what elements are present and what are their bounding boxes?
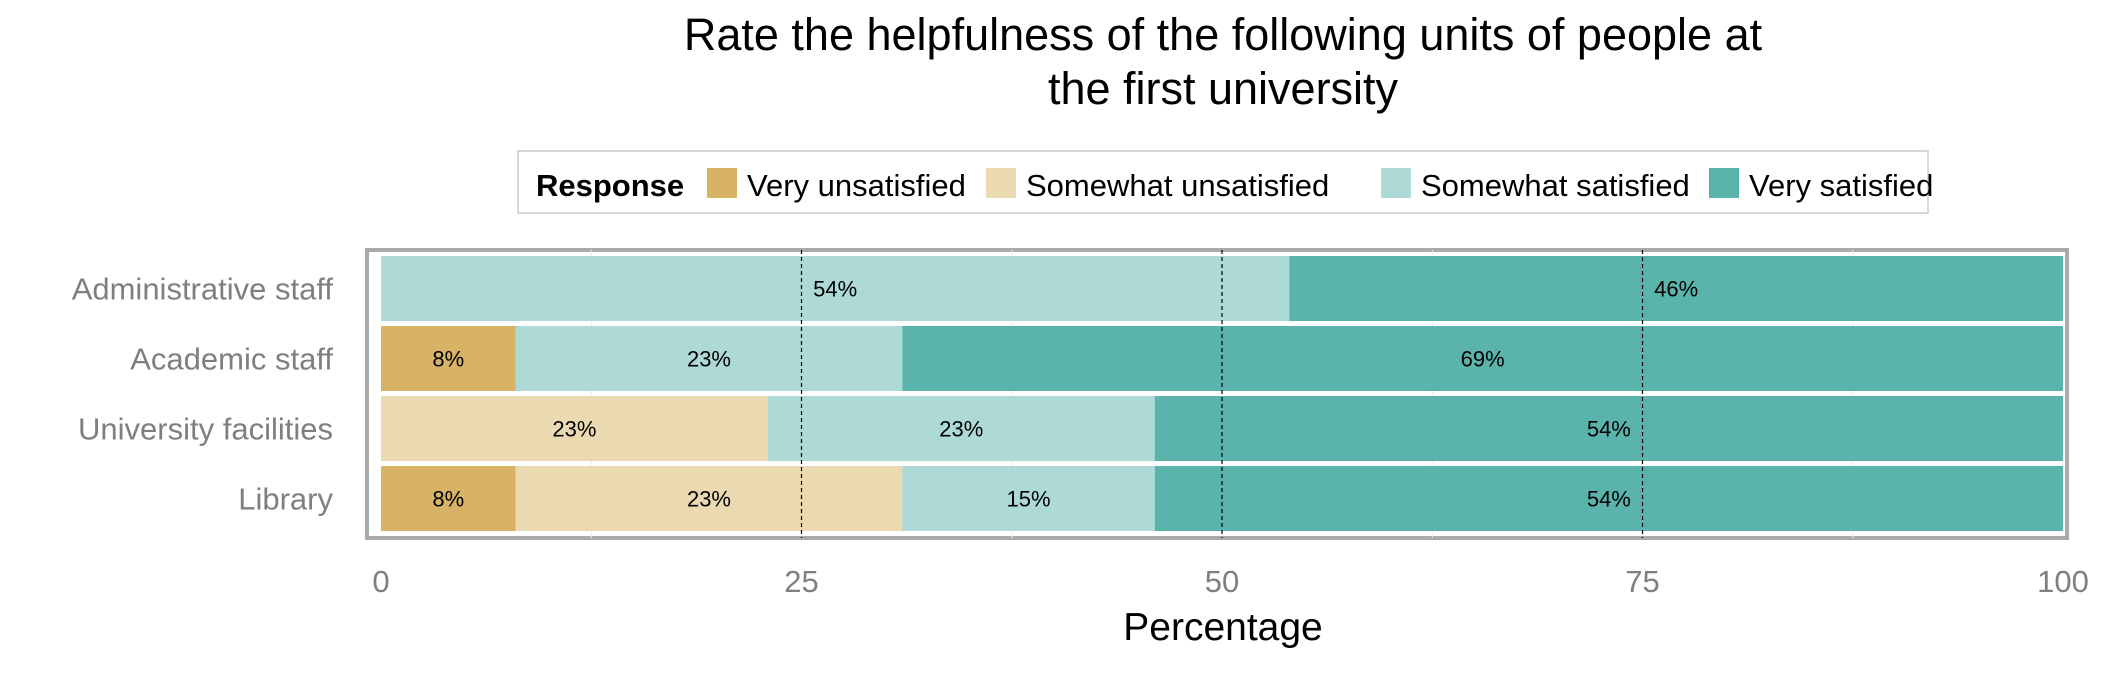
category-label: Library: [238, 482, 333, 517]
bar-segment: [902, 326, 2064, 391]
category-label: Administrative staff: [72, 272, 334, 307]
bar-segment: [381, 396, 768, 461]
bar-value-label: 23%: [552, 417, 596, 442]
bar-segment: [515, 326, 903, 391]
plot-area: 54% 46% Administrative staff 8% 23% 69% Academ…: [72, 248, 2069, 540]
bar-value-label: 15%: [1007, 487, 1051, 512]
bar-value-label: 54%: [813, 277, 857, 302]
bar-segment: [902, 466, 1155, 531]
bar-value-label: 54%: [1587, 417, 1631, 442]
x-axis-label: Percentage: [1123, 606, 1322, 649]
x-tick-label: 75: [1625, 564, 1659, 599]
legend-label: Very satisfied: [1749, 168, 1933, 203]
legend-key: [1381, 168, 1411, 198]
legend-label: Somewhat unsatisfied: [1026, 168, 1329, 203]
bar-segment: [381, 326, 516, 391]
x-tick-label: 0: [372, 564, 389, 599]
bar-segment: [515, 466, 903, 531]
x-tick-label: 50: [1205, 564, 1239, 599]
bar-segment: [381, 256, 1290, 321]
category-label: University facilities: [78, 412, 333, 447]
chart-title-line: the first university: [1048, 63, 1399, 114]
legend-key: [986, 168, 1016, 198]
legend-key: [707, 168, 737, 198]
bar-value-label: 46%: [1654, 277, 1698, 302]
x-tick-label: 100: [2037, 564, 2089, 599]
legend-title: Response: [536, 168, 684, 203]
legend: Response Very unsatisfied Somewhat unsatis…: [517, 150, 1933, 214]
legend-key: [1709, 168, 1739, 198]
bar-value-label: 54%: [1587, 487, 1631, 512]
chart-title-line: Rate the helpfulness of the following un…: [684, 9, 1763, 60]
bar-value-label: 23%: [939, 417, 983, 442]
bar-value-label: 8%: [432, 347, 464, 372]
bar-segment: [1154, 466, 2063, 531]
bar-segment: [1154, 396, 2063, 461]
x-tick-label: 25: [784, 564, 818, 599]
legend-box: [517, 150, 1929, 214]
bar-segment: [767, 396, 1155, 461]
legend-label: Somewhat satisfied: [1421, 168, 1690, 203]
bar-value-label: 69%: [1461, 347, 1505, 372]
chart-title: Rate the helpfulness of the following un…: [684, 9, 1763, 114]
bar-value-label: 23%: [687, 347, 731, 372]
bar-segment: [381, 466, 516, 531]
legend-label: Very unsatisfied: [747, 168, 966, 203]
bar-value-label: 23%: [687, 487, 731, 512]
x-axis: 0 25 50 75 100 Percentage: [372, 564, 2088, 649]
category-label: Academic staff: [130, 342, 333, 377]
bar-value-label: 8%: [432, 487, 464, 512]
bar-segment: [1289, 256, 2063, 321]
